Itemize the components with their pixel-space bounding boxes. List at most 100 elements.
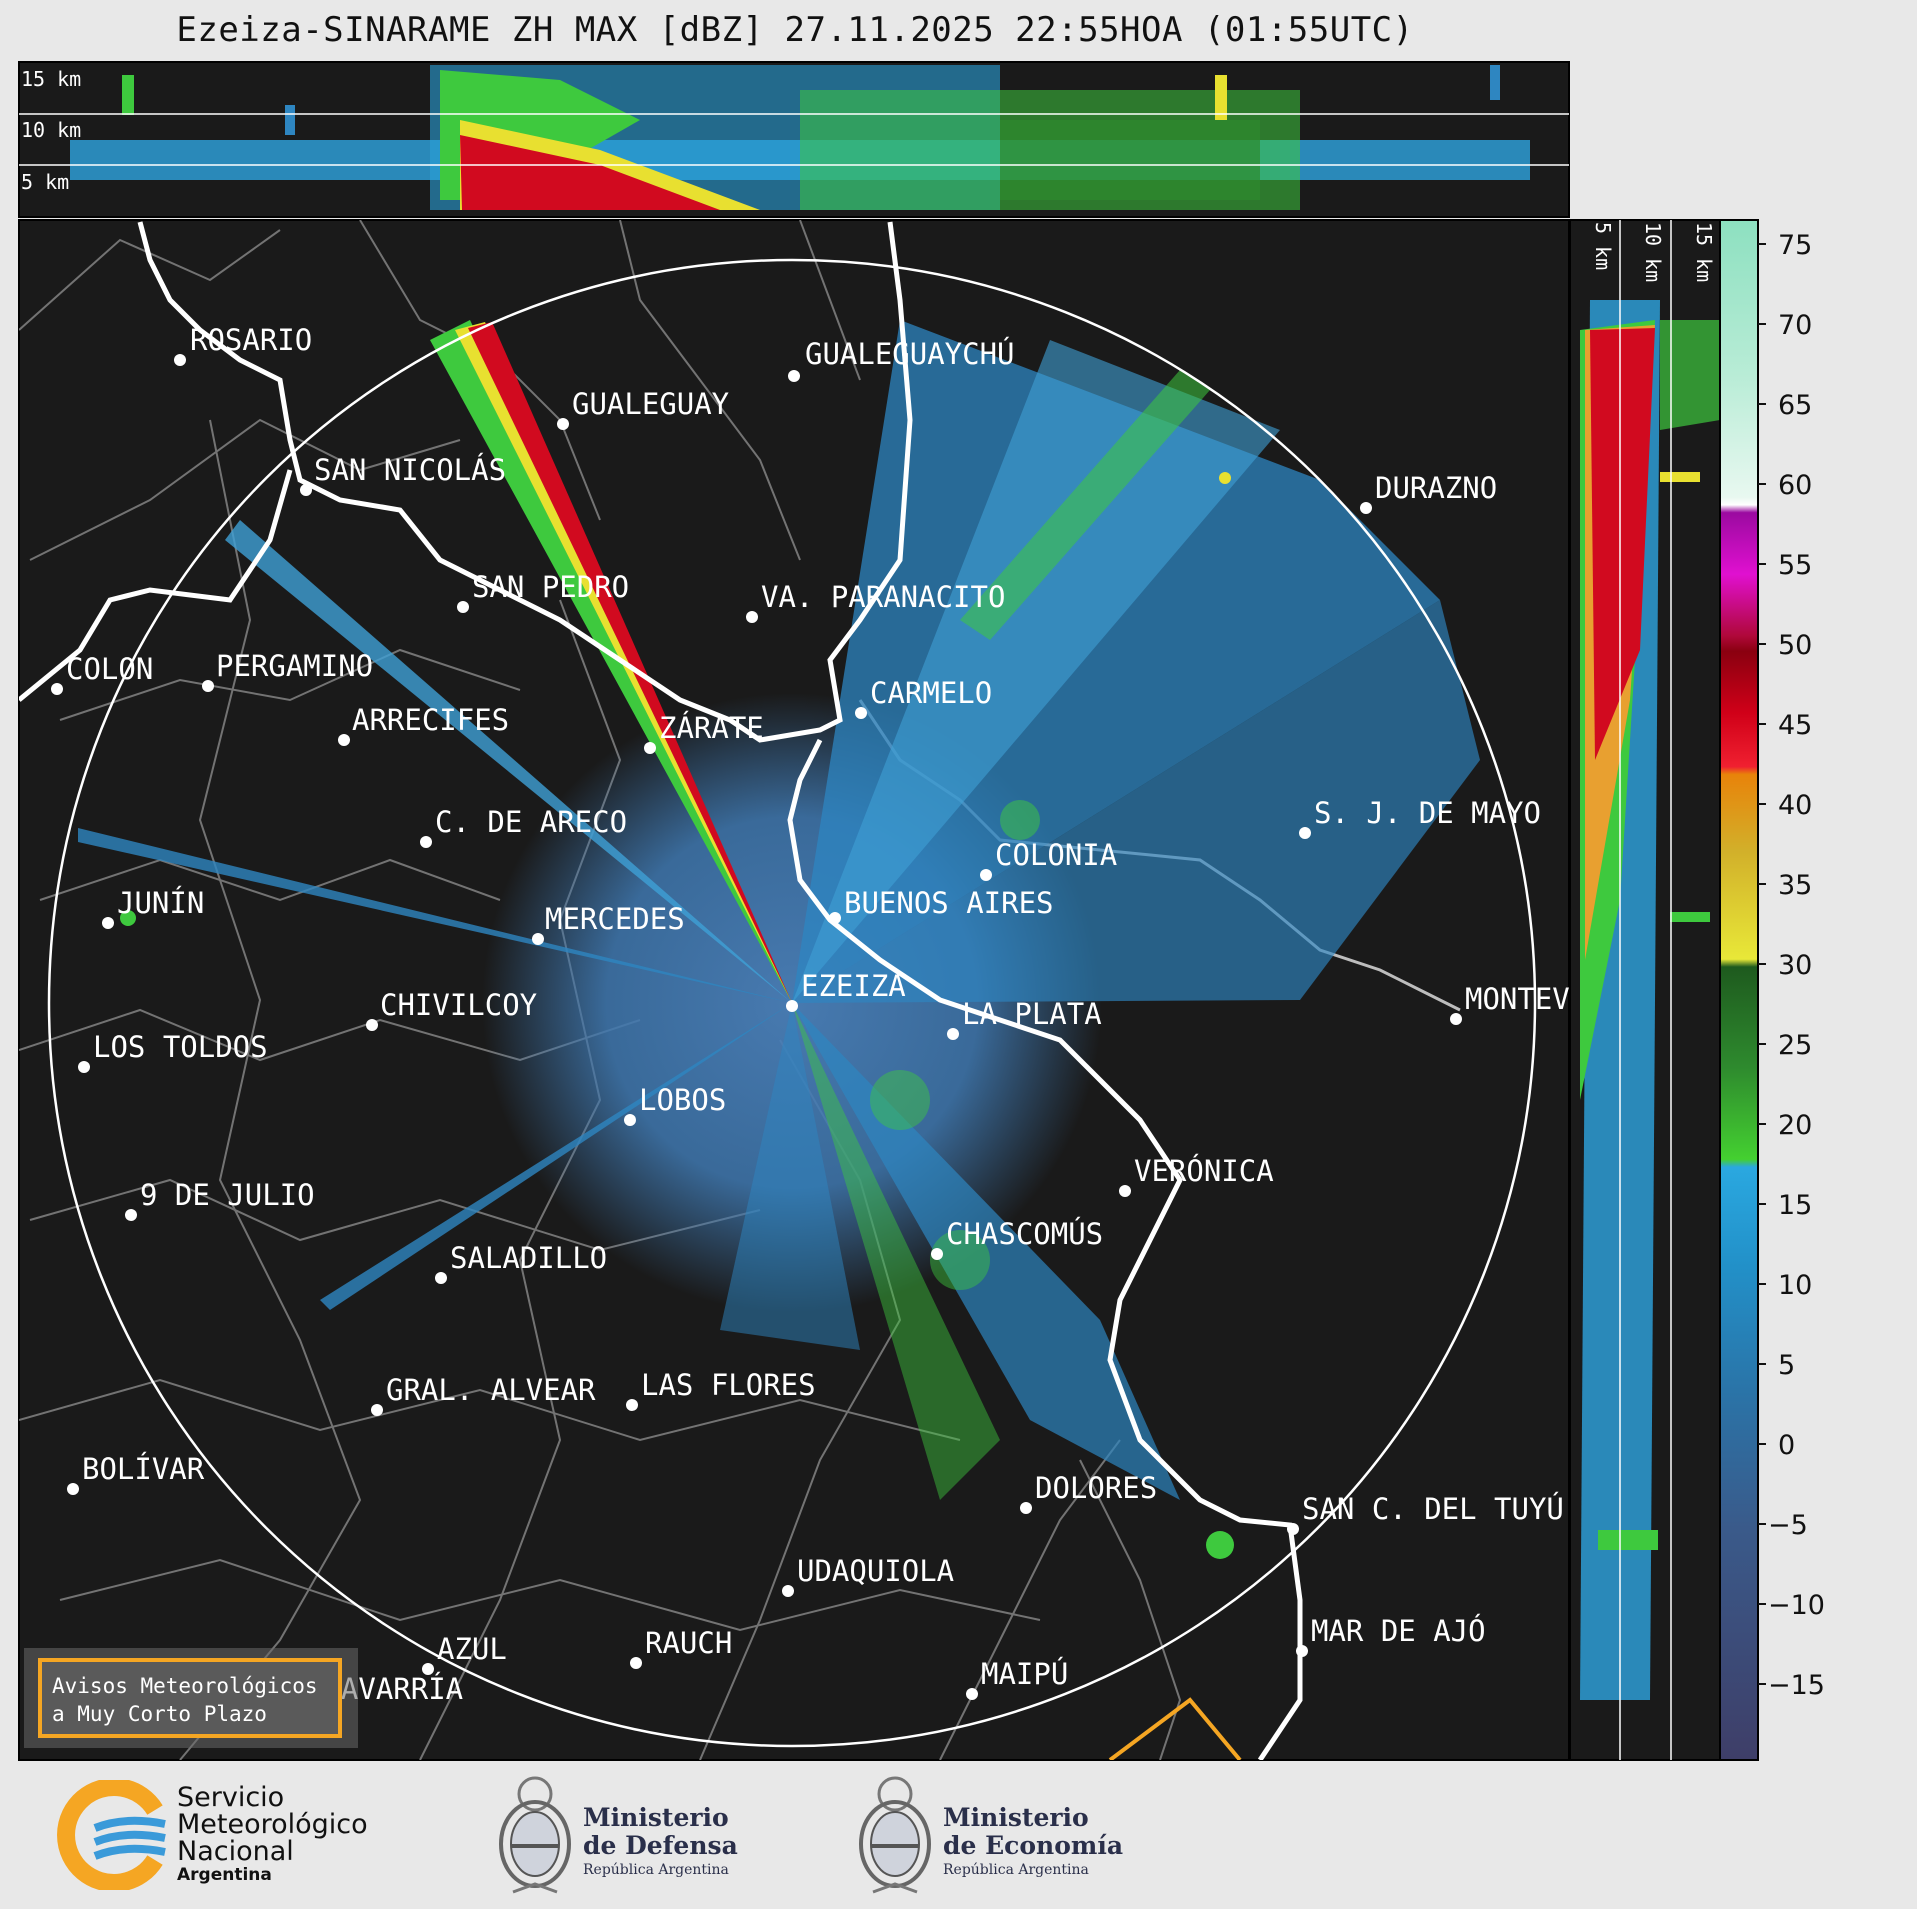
colorbar-tick-label: −10 (1768, 1590, 1825, 1621)
city-label-junin: JUNÍN (117, 886, 204, 920)
colorbar-tick-label: 45 (1778, 710, 1812, 741)
colorbar-tick-label: −15 (1768, 1670, 1825, 1701)
city-marker-ezeiza (786, 1000, 798, 1012)
city-marker-junin (102, 917, 114, 929)
city-marker-veronica (1119, 1185, 1131, 1197)
city-label-bolivar: BOLÍVAR (82, 1452, 205, 1486)
city-marker-mar-de-ajo (1296, 1645, 1308, 1657)
avisos-line1: Avisos Meteorológicos (52, 1674, 318, 1698)
city-label-san-nicolas: SAN NICOLÁS (314, 453, 506, 487)
colorbar-tick-label: 0 (1778, 1430, 1795, 1461)
city-marker-gualeguaychu (788, 370, 800, 382)
city-label-rosario: ROSARIO (190, 323, 312, 357)
city-label-san-clemente: SAN C. DEL TUYÚ (1302, 1492, 1564, 1526)
city-label-veronica: VERÓNICA (1134, 1154, 1274, 1188)
warning-polygon (1108, 1697, 1242, 1760)
smn-line1: Servicio (177, 1782, 285, 1813)
colorbar-tick-label: 65 (1778, 390, 1812, 421)
smn-line3: Nacional (177, 1836, 294, 1867)
city-marker-rauch (630, 1657, 642, 1669)
city-marker-colon (51, 683, 63, 695)
colorbar-tick-label: 30 (1778, 950, 1812, 981)
colorbar-tick-label: 50 (1778, 630, 1812, 661)
city-marker-sj-mayo (1299, 827, 1311, 839)
avisos-line2: a Muy Corto Plazo (52, 1702, 267, 1726)
colorbar-tick-label: 35 (1778, 870, 1812, 901)
city-markers: ROSARIO GUALEGUAYCHÚ GUALEGUAY SAN NICOL… (51, 323, 1640, 1715)
city-label-colonia: COLONIA (995, 838, 1117, 872)
defensa-line3: República Argentina (583, 1862, 729, 1878)
city-marker-lobos (624, 1114, 636, 1126)
side-height-label-10km: 10 km (1641, 222, 1665, 282)
smn-line4: Argentina (177, 1865, 272, 1885)
city-marker-azul (422, 1663, 434, 1675)
city-label-arrecifes: ARRECIFES (352, 703, 509, 737)
side-height-panel: 5 km 10 km 15 km (1569, 219, 1721, 1761)
city-label-mar-de-ajo: MAR DE AJÓ (1311, 1614, 1486, 1648)
city-marker-dolores (1020, 1502, 1032, 1514)
city-marker-mercedes (532, 933, 544, 945)
city-marker-arrecifes (338, 734, 350, 746)
map-title: Ezeiza-SINARAME ZH MAX [dBZ] 27.11.2025 … (176, 10, 1414, 50)
city-marker-chascomus (931, 1248, 943, 1260)
colorbar-tick-label: 20 (1778, 1110, 1812, 1141)
side-height-label-5km: 5 km (1591, 222, 1615, 270)
city-marker-chivilcoy (366, 1019, 378, 1031)
economia-logo[interactable]: Ministerio de Economía República Argenti… (855, 1772, 1135, 1898)
economia-line3: República Argentina (943, 1862, 1089, 1878)
city-marker-saladillo (435, 1272, 447, 1284)
city-label-zarate: ZÁRATE (659, 711, 764, 745)
city-label-durazno: DURAZNO (1375, 471, 1497, 505)
city-label-c-areco: C. DE ARECO (435, 805, 627, 839)
city-marker-las-flores (626, 1399, 638, 1411)
city-label-gualeguay: GUALEGUAY (572, 387, 729, 421)
city-label-san-pedro: SAN PEDRO (472, 570, 629, 604)
height-label-10km: 10 km (21, 118, 81, 142)
height-label-5km: 5 km (21, 170, 69, 194)
range-ring (47, 258, 1537, 1748)
city-label-paranacito: VA. PARANACITO (761, 580, 1005, 614)
colorbar-tick-label: 10 (1778, 1270, 1812, 1301)
city-label-ezeiza: EZEIZA (801, 969, 906, 1003)
colorbar-tick-label: 70 (1778, 310, 1812, 341)
side-height-label-15km: 15 km (1692, 222, 1716, 282)
defensa-line1: Ministerio (583, 1803, 729, 1832)
city-label-chascomus: CHASCOMÚS (946, 1217, 1103, 1251)
city-label-carmelo: CARMELO (870, 676, 992, 710)
city-label-9-de-julio: 9 DE JULIO (140, 1178, 315, 1212)
colorbar-tick-label: −5 (1768, 1510, 1808, 1541)
city-marker-gral-alvear (371, 1404, 383, 1416)
city-label-mercedes: MERCEDES (545, 902, 685, 936)
city-marker-c-areco (420, 836, 432, 848)
city-marker-la-plata (947, 1028, 959, 1040)
main-map: ROSARIO GUALEGUAYCHÚ GUALEGUAY SAN NICOL… (18, 219, 1640, 1761)
city-label-dolores: DOLORES (1035, 1471, 1157, 1505)
city-marker-san-clemente (1287, 1523, 1299, 1535)
city-label-rauch: RAUCH (645, 1626, 732, 1660)
city-marker-los-toldos (78, 1061, 90, 1073)
defensa-line2: de Defensa (583, 1831, 738, 1860)
colorbar-tick-label: 75 (1778, 230, 1812, 261)
smn-logo[interactable]: Servicio Meteorológico Nacional Argentin… (55, 1780, 395, 1890)
city-label-los-toldos: LOS TOLDOS (93, 1030, 268, 1064)
city-label-chivilcoy: CHIVILCOY (380, 988, 537, 1022)
avisos-button[interactable]: Avisos Meteorológicos a Muy Corto Plazo (38, 1658, 342, 1738)
city-marker-rosario (174, 354, 186, 366)
top-height-panel: 15 km 10 km 5 km (18, 61, 1570, 218)
national-shield-icon (499, 1776, 571, 1894)
smn-line2: Meteorológico (177, 1809, 368, 1840)
defensa-logo[interactable]: Ministerio de Defensa República Argentin… (495, 1772, 755, 1898)
coastline (19, 221, 1303, 1760)
colorbar-tick-label: 15 (1778, 1190, 1812, 1221)
city-marker-san-pedro (457, 601, 469, 613)
colorbar-tick-label: 40 (1778, 790, 1812, 821)
colorbar-tick-label: 55 (1778, 550, 1812, 581)
colorbar-tick-label: 5 (1778, 1350, 1795, 1381)
city-label-saladillo: SALADILLO (450, 1241, 607, 1275)
city-label-buenos-aires: BUENOS AIRES (844, 886, 1054, 920)
city-marker-bolivar (67, 1483, 79, 1495)
city-label-lobos: LOBOS (639, 1083, 726, 1117)
city-label-pergamino: PERGAMINO (216, 649, 373, 683)
